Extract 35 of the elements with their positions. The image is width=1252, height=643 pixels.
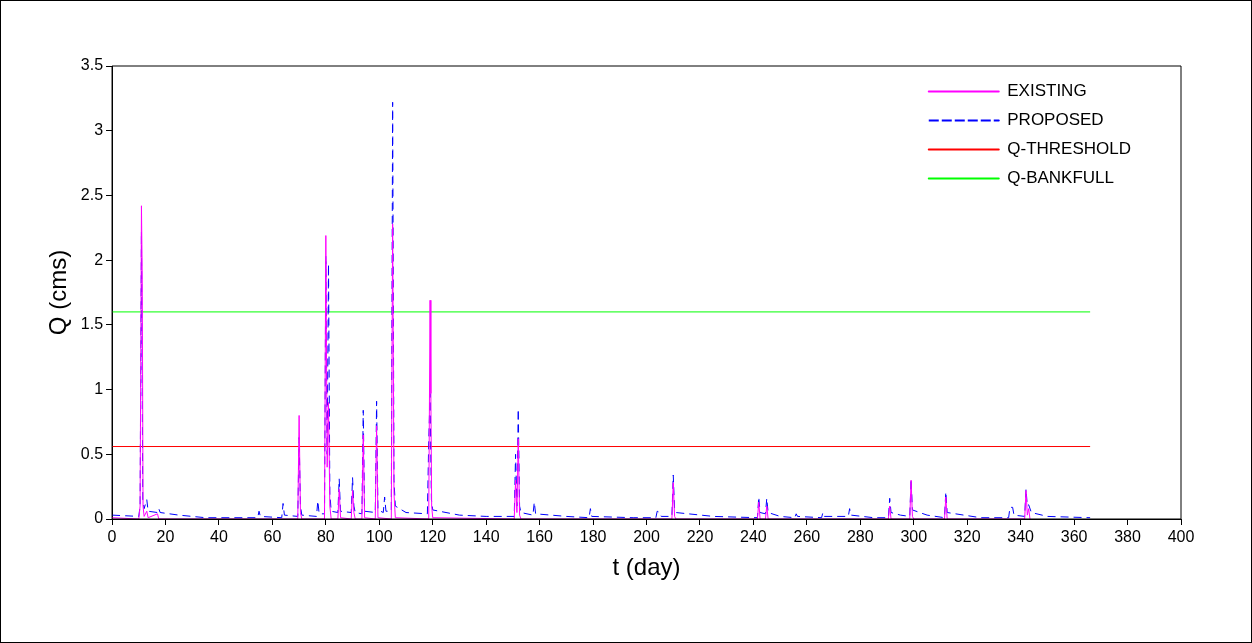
legend-label: Q-THRESHOLD — [1007, 139, 1131, 159]
y-axis-title: Q (cms) — [44, 249, 72, 336]
x-axis-title: t (day) — [612, 553, 681, 581]
x-tick-label: 60 — [263, 528, 282, 546]
x-tick-label: 340 — [1007, 528, 1035, 546]
x-tick-label: 240 — [740, 528, 767, 546]
x-tick-label: 360 — [1060, 528, 1088, 546]
x-tick-label: 300 — [900, 528, 928, 546]
x-tick-label: 100 — [365, 528, 393, 546]
x-tick-label: 200 — [633, 528, 660, 546]
x-tick-label: 160 — [526, 528, 554, 546]
x-tick-label: 80 — [316, 528, 335, 546]
x-tick-label: 40 — [210, 528, 228, 546]
x-tick-label: 120 — [419, 528, 447, 546]
legend-label: PROPOSED — [1007, 110, 1104, 130]
x-tick-label: 260 — [793, 528, 821, 546]
x-tick-label: 20 — [156, 528, 175, 546]
legend-label: EXISTING — [1007, 81, 1087, 101]
y-tick-label: 0.5 — [80, 444, 104, 462]
y-tick-label: 2.5 — [80, 185, 104, 203]
y-tick-label: 0 — [94, 509, 104, 527]
x-tick-label: 400 — [1167, 528, 1195, 546]
y-tick-label: 1.5 — [80, 315, 104, 333]
y-tick-label: 3 — [94, 121, 104, 139]
y-tick-label: 1 — [94, 379, 104, 397]
x-tick-label: 180 — [579, 528, 607, 546]
x-tick-label: 380 — [1114, 528, 1141, 546]
x-tick-label: 140 — [472, 528, 500, 546]
x-tick-label: 320 — [953, 528, 981, 546]
y-tick-label: 2 — [94, 250, 104, 268]
x-tick-label: 0 — [107, 528, 117, 546]
x-tick-label: 220 — [686, 528, 714, 546]
x-tick-label: 280 — [846, 528, 874, 546]
legend-label: Q-BANKFULL — [1007, 168, 1115, 188]
y-tick-label: 3.5 — [80, 56, 104, 74]
